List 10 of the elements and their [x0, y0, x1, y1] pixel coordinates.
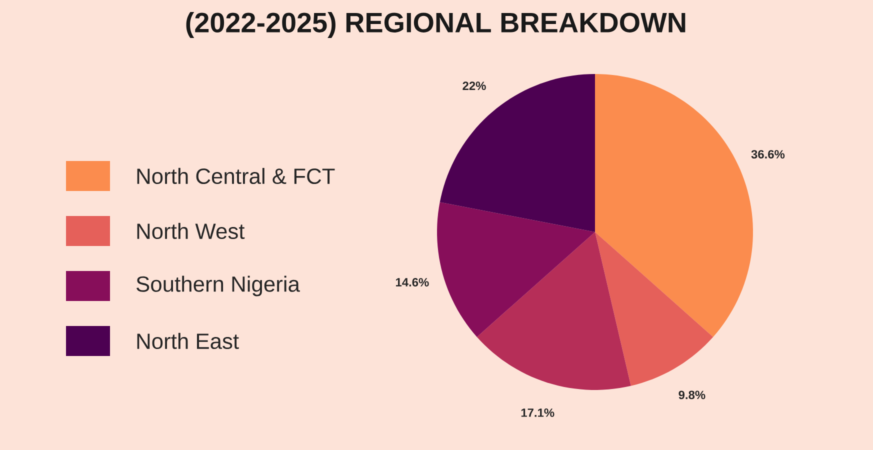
data-label: 17.1% — [521, 408, 554, 417]
data-label: 36.6% — [751, 150, 785, 159]
chart-title: (2022-2025) REGIONAL BREAKDOWN — [186, 12, 686, 38]
data-label: 9.8% — [678, 390, 706, 400]
data-label: 22% — [462, 82, 486, 90]
legend-label: North East — [137, 332, 239, 350]
data-label: 14.6% — [396, 278, 429, 286]
legend-label: North West — [137, 222, 245, 240]
legend-label: North Central & FCT — [137, 168, 335, 184]
legend-label: Southern Nigeria — [136, 276, 300, 296]
